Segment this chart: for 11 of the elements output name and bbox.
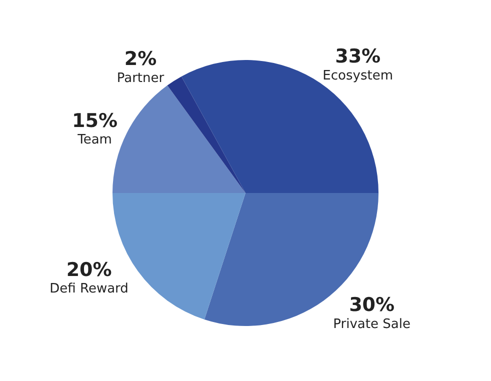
slice-label: Defi Reward: [50, 282, 128, 297]
data-label: 33%: [335, 46, 381, 68]
pie-slice: [167, 76, 246, 193]
slice-label: Team: [76, 132, 112, 148]
slice-label: Partner: [116, 71, 165, 86]
slice-label: Private Sale: [333, 316, 410, 332]
data-label: 2%: [124, 48, 157, 70]
slice-label: Ecosystem: [322, 68, 394, 84]
data-label: 30%: [349, 294, 395, 316]
data-label: 15%: [72, 110, 118, 132]
data-label: 20%: [66, 258, 112, 281]
